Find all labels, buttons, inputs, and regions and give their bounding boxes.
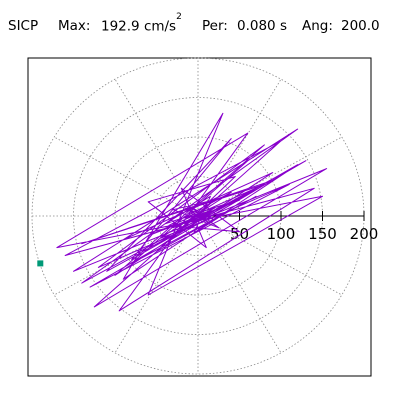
orbit-trace	[56, 112, 328, 312]
max-unit-exponent: 2	[176, 12, 182, 22]
grid-spoke-60	[197, 78, 282, 217]
radial-axis: 50 100 150 200	[198, 211, 378, 243]
ang-value: 200.0	[341, 18, 380, 34]
radial-tick-label-150: 150	[308, 225, 337, 243]
grid-spoke-150	[54, 136, 199, 217]
orbit-series-0	[56, 112, 328, 312]
max-label: Max:	[58, 18, 91, 34]
radial-tick-label-100: 100	[267, 225, 296, 243]
max-value: 192.9 cm/s2	[101, 12, 182, 35]
plot-header: SICP Max: 192.9 cm/s2 Per: 0.080 s Ang: …	[0, 0, 400, 40]
grid-spoke-30	[197, 136, 342, 217]
plot-frame	[27, 57, 372, 377]
ang-label: Ang:	[302, 18, 333, 34]
per-value: 0.080 s	[237, 18, 287, 34]
grid-spoke-210	[54, 215, 199, 296]
max-value-text: 192.9 cm/s	[101, 18, 177, 35]
radial-tick-label-50: 50	[230, 225, 249, 243]
grid-spoke-330	[197, 215, 342, 296]
radial-tick-label-200: 200	[350, 225, 379, 243]
grid-spoke-300	[197, 215, 282, 354]
per-label: Per:	[202, 18, 228, 34]
end-point-marker	[37, 260, 44, 267]
grid-spoke-120	[114, 78, 199, 217]
station-code: SICP	[8, 18, 39, 34]
grid-spoke-240	[114, 215, 199, 354]
end-marker-layer	[37, 260, 44, 267]
